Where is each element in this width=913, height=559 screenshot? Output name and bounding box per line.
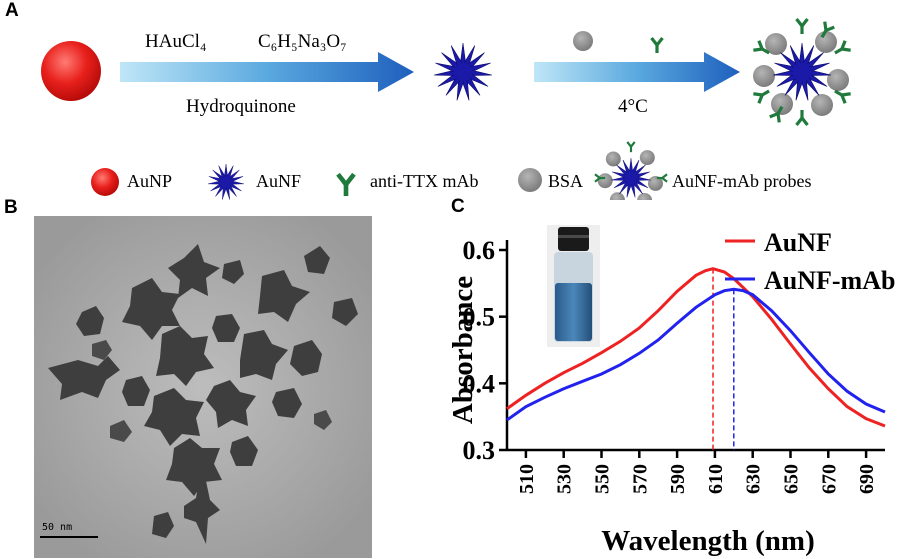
- legend-bsa-icon: [518, 168, 542, 192]
- x-tick-label: 590: [667, 464, 689, 494]
- x-tick-label: 550: [592, 464, 614, 494]
- y-tick-label: 0.4: [463, 369, 496, 398]
- reaction-arrow-2: [534, 52, 740, 92]
- legend-probe-icon: [593, 140, 669, 200]
- legend-aunp-label: AuNP: [127, 171, 173, 191]
- legend-bsa-label: BSA: [548, 171, 584, 191]
- aunf-mab-probe: [751, 17, 853, 127]
- legend-label-aunf-mab: AuNF-mAb: [764, 266, 895, 295]
- aunf-star: [433, 42, 493, 102]
- y-tick-label: 0.3: [463, 436, 496, 465]
- y-axis-label: Absorbance: [447, 276, 479, 424]
- x-tick-label: 530: [554, 464, 576, 494]
- panel-label-a: A: [5, 0, 19, 21]
- conjugation-temperature: 4°C: [618, 96, 648, 117]
- series-line-aunf-mab: [506, 287, 886, 422]
- sample-vial-photo: [547, 225, 600, 347]
- x-tick-label: 610: [705, 464, 727, 494]
- series-line-aunf: [506, 267, 886, 428]
- tem-particles: [34, 216, 372, 558]
- y-tick-label: 0.5: [463, 303, 496, 332]
- antibody-icon: [649, 36, 665, 55]
- legend-mab-label: anti-TTX mAb: [370, 171, 479, 191]
- legend-antibody-icon: [338, 174, 354, 196]
- bsa-icon: [573, 31, 593, 51]
- legend-aunf-label: AuNF: [256, 171, 302, 191]
- x-tick-label: 630: [743, 464, 765, 494]
- y-tick-label: 0.6: [463, 236, 496, 265]
- x-tick-label: 690: [856, 464, 878, 494]
- legend-aunf-icon: [207, 163, 245, 200]
- tem-image: 50 nm: [34, 216, 372, 558]
- legend-probe-label: AuNF-mAb probes: [672, 171, 812, 191]
- panel-label-c: C: [451, 196, 465, 217]
- reagent-citrate: C₆H₅Na₃O₇: [258, 31, 347, 52]
- synthesis-scheme: [41, 17, 853, 200]
- x-tick-label: 570: [629, 464, 651, 494]
- panel-label-b: B: [4, 197, 18, 218]
- reagent-hydroquinone: Hydroquinone: [186, 96, 296, 117]
- reaction-arrow-1: [120, 52, 414, 92]
- x-tick-label: 650: [781, 464, 803, 494]
- scale-bar-label: 50 nm: [42, 522, 73, 533]
- x-tick-label: 670: [818, 464, 840, 494]
- legend-label-aunf: AuNF: [764, 228, 832, 257]
- absorbance-chart: 0.3 0.4 0.5 0.6 510 530 550 570 590 610 630 650 670 6…: [447, 225, 895, 557]
- reagent-haucl4: HAuCl₄: [145, 31, 207, 52]
- x-tick-label: 510: [516, 464, 538, 494]
- aunp-sphere: [41, 41, 101, 101]
- legend-aunp-icon: [91, 168, 119, 196]
- scale-bar: [40, 536, 98, 538]
- x-axis-label: Wavelength (nm): [601, 525, 814, 557]
